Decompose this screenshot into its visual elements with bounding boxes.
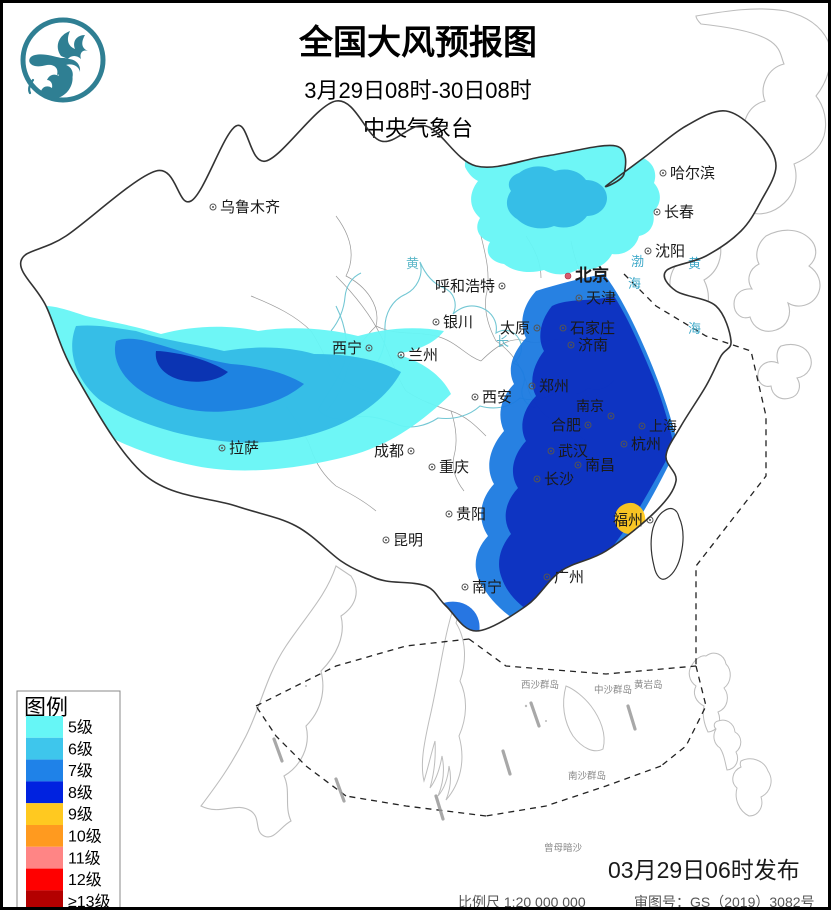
svg-text:12级: 12级 <box>68 871 102 889</box>
svg-text:天津: 天津 <box>586 290 616 307</box>
svg-text:南昌: 南昌 <box>585 457 615 474</box>
svg-text:03月29日06时发布: 03月29日06时发布 <box>608 857 800 883</box>
svg-text:昆明: 昆明 <box>393 532 423 549</box>
svg-text:乌鲁木齐: 乌鲁木齐 <box>220 199 280 216</box>
svg-text:中央气象台: 中央气象台 <box>363 116 473 141</box>
svg-text:3月29日08时-30日08时: 3月29日08时-30日08时 <box>304 78 531 103</box>
svg-text:西宁: 西宁 <box>332 340 362 357</box>
svg-text:长沙: 长沙 <box>544 471 574 488</box>
svg-text:黄岩岛: 黄岩岛 <box>634 679 663 691</box>
svg-text:杭州: 杭州 <box>631 436 661 453</box>
svg-text:审图号：GS（2019）3082号: 审图号：GS（2019）3082号 <box>634 894 815 910</box>
svg-text:太原: 太原 <box>500 320 530 337</box>
svg-text:海: 海 <box>628 276 641 291</box>
svg-text:重庆: 重庆 <box>439 459 469 476</box>
svg-text:哈尔滨: 哈尔滨 <box>670 165 715 182</box>
svg-text:合肥: 合肥 <box>551 417 581 434</box>
svg-text:曾母暗沙: 曾母暗沙 <box>544 842 583 854</box>
svg-text:北京: 北京 <box>575 265 609 285</box>
svg-text:黄: 黄 <box>406 256 419 271</box>
svg-text:广州: 广州 <box>554 569 584 586</box>
svg-text:比例尺 1:20 000 000: 比例尺 1:20 000 000 <box>458 894 586 910</box>
svg-text:南京: 南京 <box>576 398 604 414</box>
svg-text:8级: 8级 <box>68 784 93 802</box>
svg-text:9级: 9级 <box>68 806 93 824</box>
svg-text:南沙群岛: 南沙群岛 <box>568 770 606 782</box>
svg-text:郑州: 郑州 <box>539 378 569 395</box>
svg-text:上海: 上海 <box>649 418 677 434</box>
svg-text:≥13级: ≥13级 <box>68 893 111 910</box>
svg-text:兰州: 兰州 <box>408 347 438 364</box>
svg-text:11级: 11级 <box>68 849 101 867</box>
svg-text:银川: 银川 <box>443 314 473 331</box>
svg-text:中沙群岛: 中沙群岛 <box>594 684 632 696</box>
svg-text:6级: 6级 <box>68 740 93 758</box>
svg-text:长春: 长春 <box>664 204 694 221</box>
svg-text:西沙群岛: 西沙群岛 <box>521 679 559 691</box>
svg-text:全国大风预报图: 全国大风预报图 <box>298 23 537 62</box>
svg-text:沈阳: 沈阳 <box>655 243 685 260</box>
svg-text:海: 海 <box>688 321 701 336</box>
svg-text:西安: 西安 <box>482 389 512 406</box>
svg-text:渤: 渤 <box>631 254 644 269</box>
svg-text:济南: 济南 <box>578 337 608 354</box>
svg-text:7级: 7级 <box>68 762 93 780</box>
svg-text:武汉: 武汉 <box>558 443 588 460</box>
svg-text:拉萨: 拉萨 <box>229 440 259 457</box>
svg-text:10级: 10级 <box>68 828 102 846</box>
svg-text:南宁: 南宁 <box>472 579 502 596</box>
svg-text:贵阳: 贵阳 <box>456 506 486 523</box>
svg-text:石家庄: 石家庄 <box>570 319 615 337</box>
svg-text:呼和浩特: 呼和浩特 <box>435 278 495 295</box>
svg-text:5级: 5级 <box>68 719 93 737</box>
svg-text:成都: 成都 <box>374 443 404 460</box>
